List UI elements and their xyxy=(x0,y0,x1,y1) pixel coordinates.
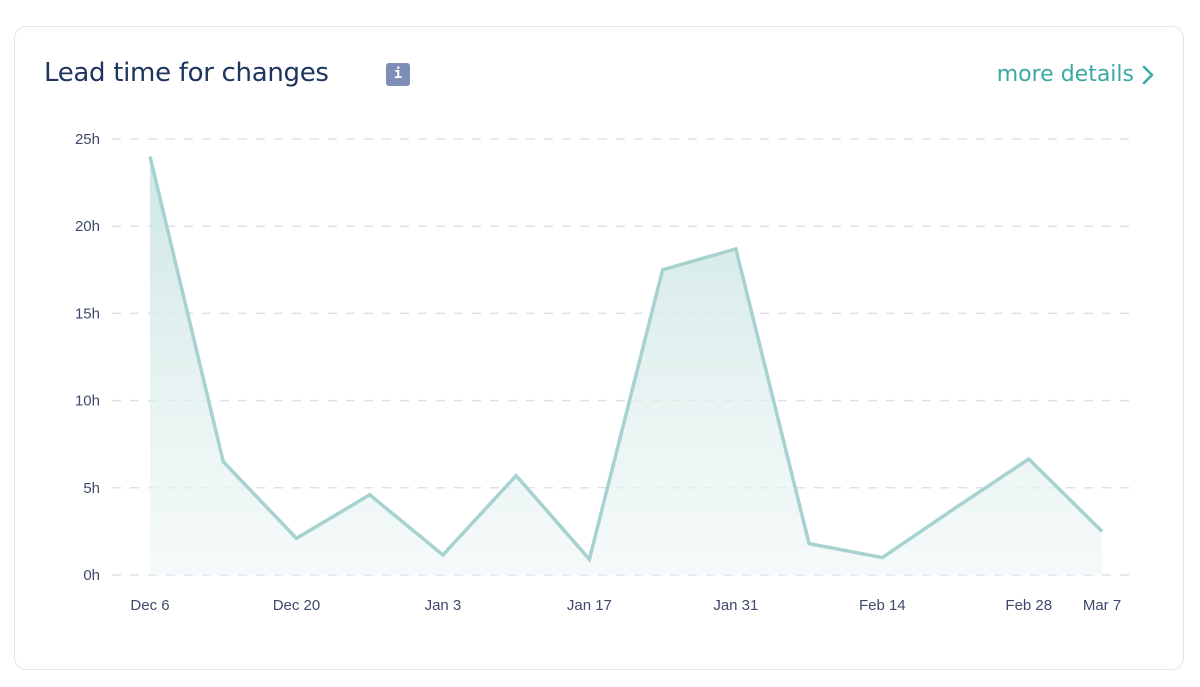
chart-title: Lead time for changes xyxy=(44,58,329,88)
data-point[interactable] xyxy=(876,552,888,564)
x-tick-label: Dec 6 xyxy=(130,597,169,614)
data-point[interactable] xyxy=(1096,525,1108,537)
y-tick-label: 5h xyxy=(83,480,100,497)
x-tick-label: Jan 3 xyxy=(425,597,462,614)
more-details-link[interactable]: more details xyxy=(997,62,1154,87)
x-tick-label: Mar 7 xyxy=(1083,597,1121,614)
data-point[interactable] xyxy=(657,264,669,276)
y-tick-label: 0h xyxy=(83,567,100,584)
data-point[interactable] xyxy=(290,532,302,544)
data-point[interactable] xyxy=(730,243,742,255)
series-line xyxy=(148,156,1104,563)
x-tick-label: Feb 14 xyxy=(859,597,906,614)
x-tick-label: Feb 28 xyxy=(1005,597,1052,614)
info-icon[interactable]: i xyxy=(386,63,410,86)
data-point[interactable] xyxy=(144,150,156,162)
chevron-right-icon xyxy=(1142,65,1154,84)
data-point[interactable] xyxy=(950,502,962,514)
x-tick-label: Jan 17 xyxy=(567,597,612,614)
x-tick-label: Dec 20 xyxy=(273,597,321,614)
y-tick-label: 15h xyxy=(75,305,100,322)
more-details-label: more details xyxy=(996,62,1134,87)
data-point[interactable] xyxy=(583,553,595,565)
data-point[interactable] xyxy=(217,456,229,468)
data-point[interactable] xyxy=(437,549,449,561)
data-point[interactable] xyxy=(1023,453,1035,465)
data-point[interactable] xyxy=(510,470,522,482)
area-fill xyxy=(150,156,1102,575)
y-tick-label: 25h xyxy=(75,131,100,148)
data-point[interactable] xyxy=(803,538,815,550)
data-point[interactable] xyxy=(364,489,376,501)
y-tick-label: 10h xyxy=(75,393,100,410)
x-tick-label: Jan 31 xyxy=(713,597,758,614)
y-tick-label: 20h xyxy=(75,218,100,235)
